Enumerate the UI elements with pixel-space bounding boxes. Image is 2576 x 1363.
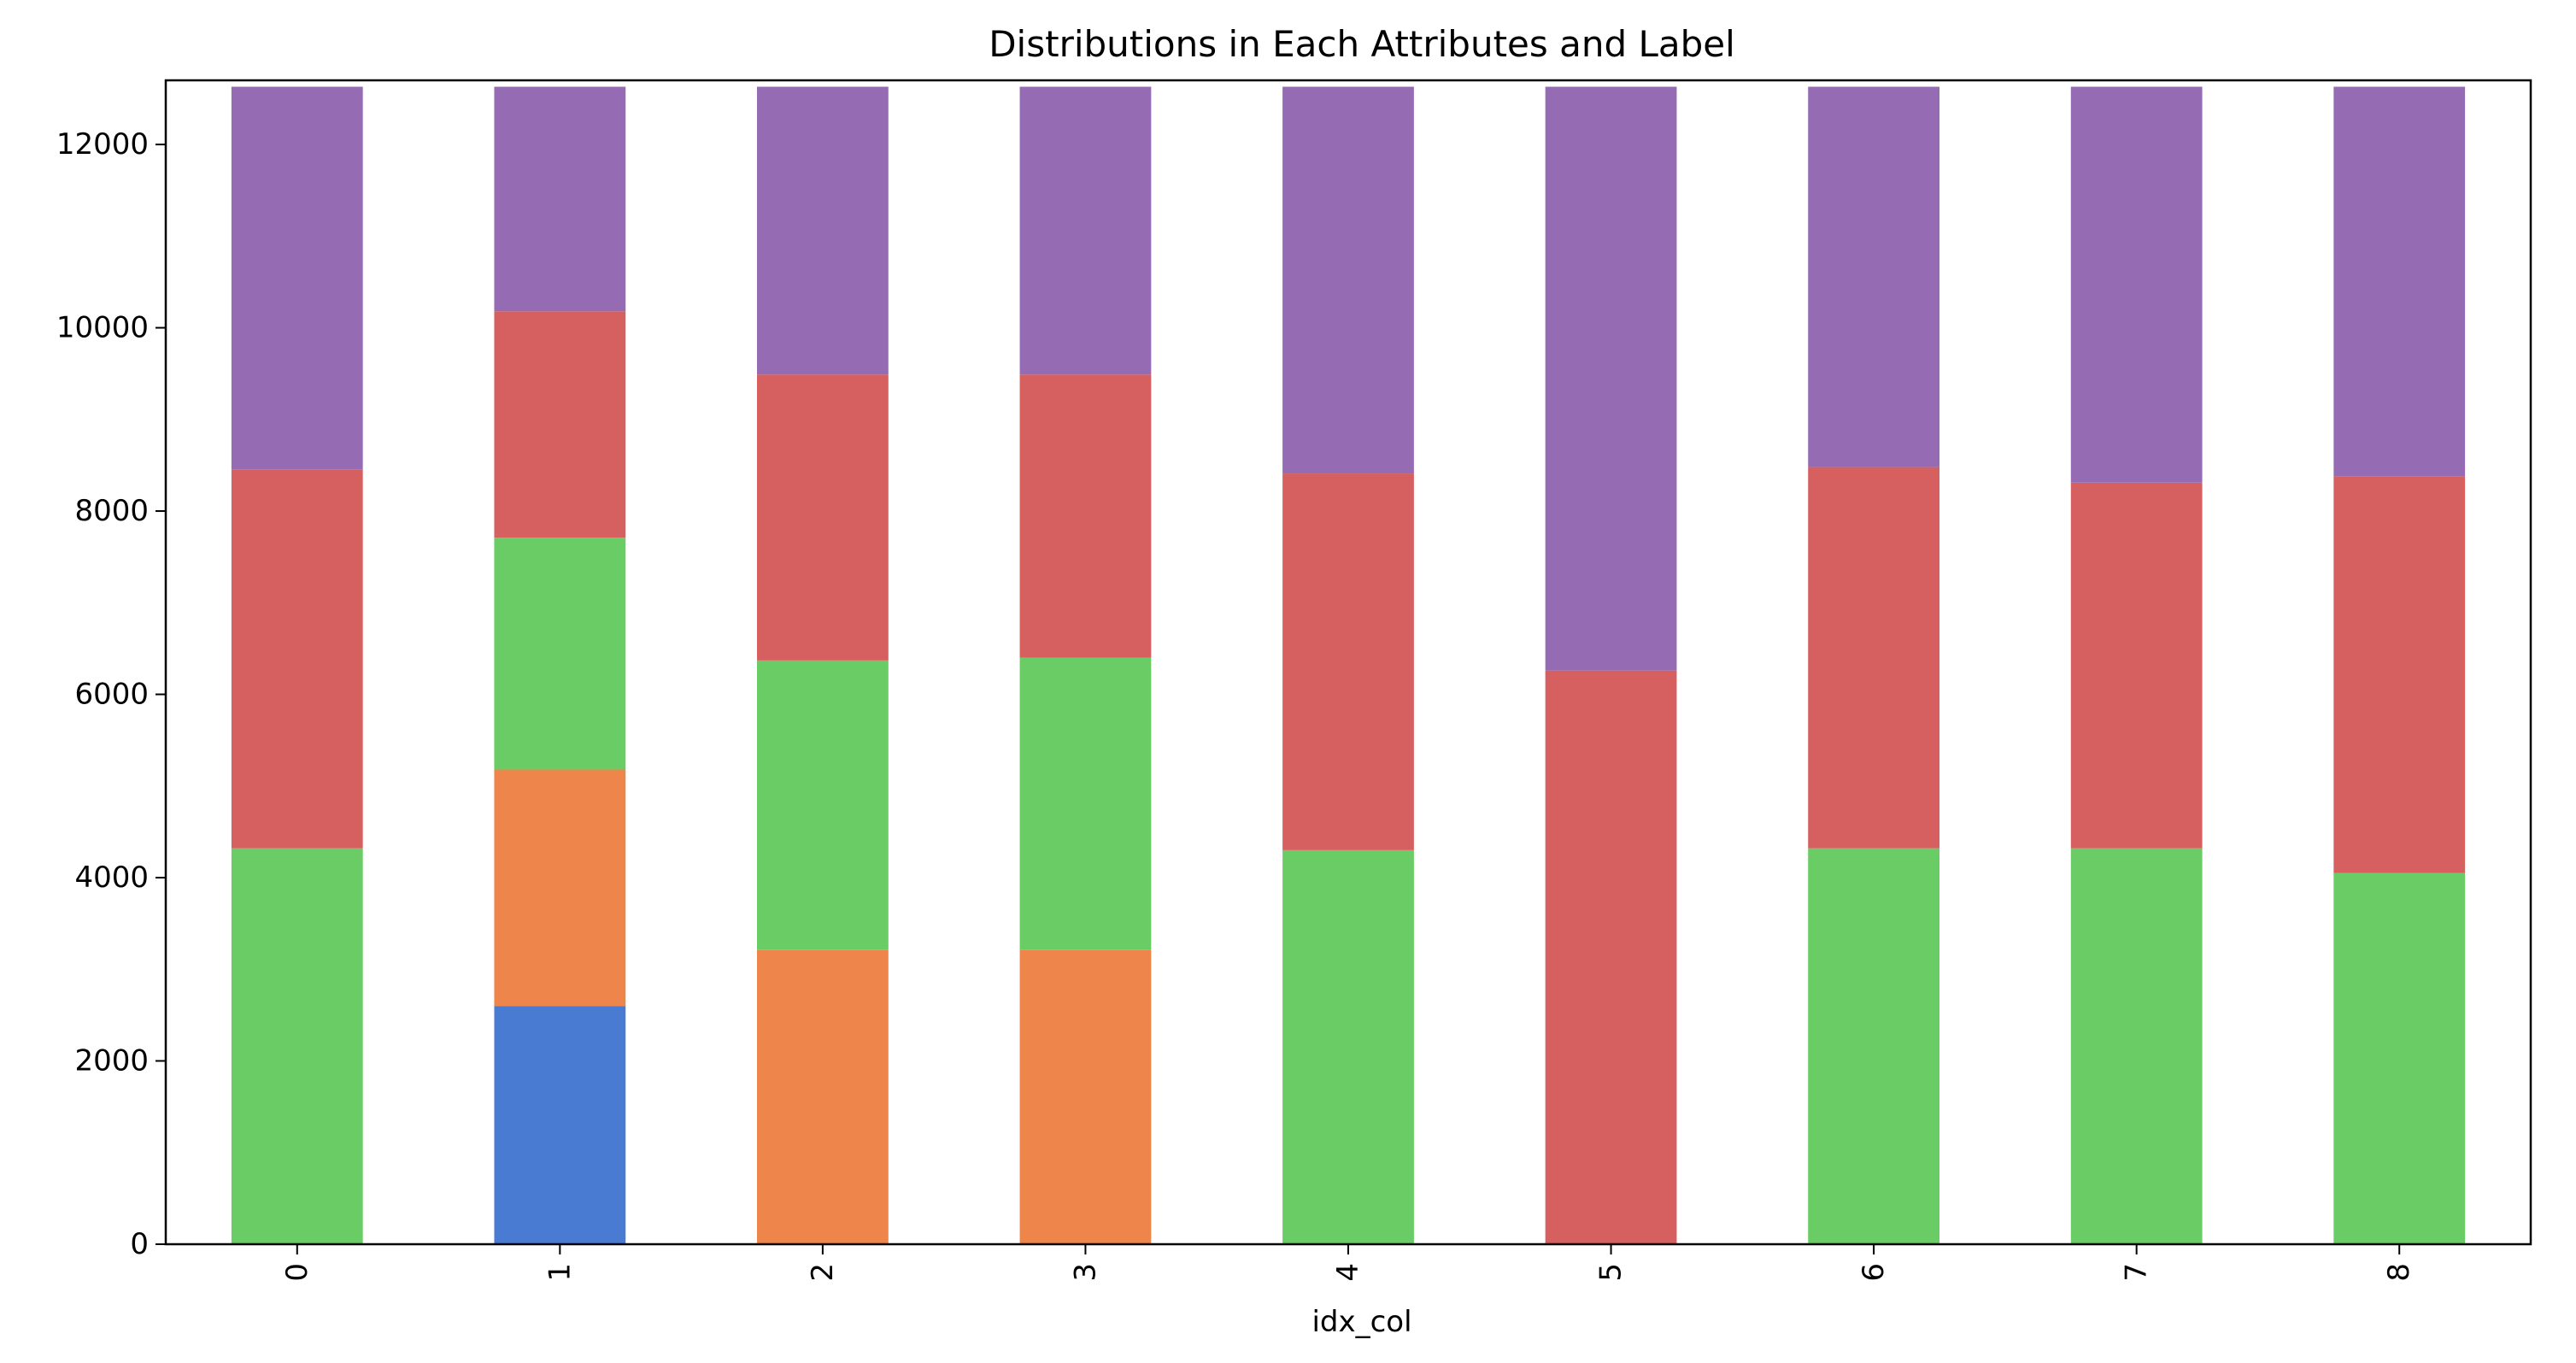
bars-layer (231, 86, 2466, 1244)
y-tick-label: 6000 (74, 678, 149, 712)
y-tick-label: 0 (130, 1227, 149, 1261)
bar-segment-0-4 (231, 86, 363, 470)
chart-title: Distributions in Each Attributes and Lab… (989, 23, 1735, 65)
bar-segment-4-2 (1282, 849, 1414, 1244)
bar-segment-1-0 (494, 1006, 626, 1244)
bar-segment-3-4 (1019, 86, 1152, 375)
y-tick-label: 12000 (56, 127, 149, 162)
bar-segment-6-2 (1808, 848, 1939, 1244)
x-tick-label: 1 (543, 1263, 577, 1282)
bar-segment-2-2 (757, 660, 889, 950)
bar-segment-3-2 (1019, 657, 1152, 950)
bar-segment-7-2 (2070, 848, 2203, 1244)
x-axis-label: idx_col (1311, 1305, 1411, 1339)
y-tick-label: 10000 (56, 311, 149, 345)
x-tick-label: 2 (806, 1263, 840, 1282)
x-tick-label: 0 (280, 1263, 314, 1282)
x-tick-label: 8 (2382, 1263, 2416, 1282)
y-tick-label: 4000 (74, 861, 149, 895)
bar-segment-2-4 (757, 86, 889, 375)
bar-segment-3-3 (1019, 374, 1152, 658)
bar-segment-7-4 (2070, 86, 2203, 483)
bar-segment-0-2 (231, 848, 363, 1244)
x-tick-label: 3 (1068, 1263, 1102, 1282)
bar-segment-5-3 (1545, 670, 1677, 1244)
bar-segment-1-4 (494, 86, 626, 312)
bar-segment-4-4 (1282, 86, 1414, 474)
bar-segment-2-3 (757, 374, 889, 661)
bar-segment-3-1 (1019, 949, 1152, 1244)
x-tick-label: 5 (1594, 1263, 1628, 1282)
bar-segment-4-3 (1282, 473, 1414, 850)
bar-segment-0-3 (231, 469, 363, 849)
bar-segment-8-4 (2333, 86, 2466, 477)
plot-frame (164, 79, 2532, 1246)
x-tick-label: 4 (1331, 1263, 1365, 1282)
bar-segment-2-1 (757, 949, 889, 1244)
bar-segment-6-4 (1808, 86, 1939, 467)
bar-segment-7-3 (2070, 482, 2203, 849)
y-tick-label: 2000 (74, 1044, 149, 1078)
y-tick-label: 8000 (74, 494, 149, 528)
x-tick-label: 6 (1857, 1263, 1891, 1282)
bar-segment-8-3 (2333, 476, 2466, 873)
bar-segment-1-2 (494, 538, 626, 770)
bar-segment-5-4 (1545, 86, 1677, 671)
y-axis: 0 2000 4000 6000 8000 10000 12000 (56, 127, 166, 1261)
bar-segment-8-2 (2333, 872, 2466, 1244)
bar-segment-6-3 (1808, 467, 1939, 849)
x-tick-label: 7 (2120, 1263, 2154, 1282)
bar-segment-1-1 (494, 769, 626, 1007)
bar-segment-1-3 (494, 311, 626, 538)
x-axis: 0 1 2 3 4 5 6 7 8 (280, 1244, 2416, 1282)
